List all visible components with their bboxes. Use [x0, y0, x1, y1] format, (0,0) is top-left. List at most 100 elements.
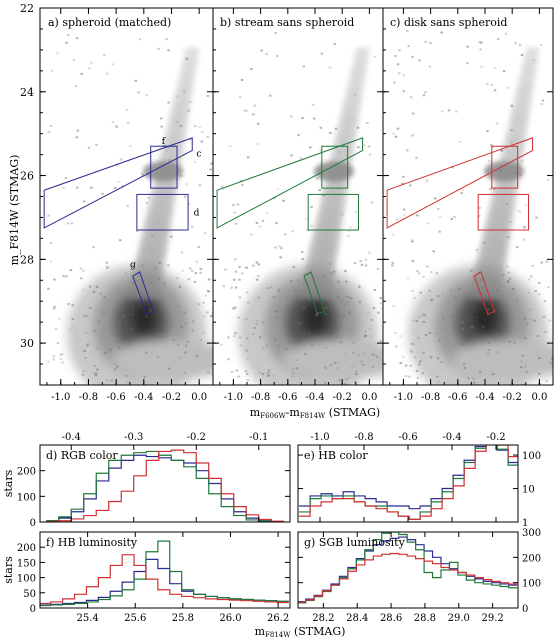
hist-line-f-2: [40, 554, 289, 605]
xtick-label: -0.8: [79, 392, 98, 403]
top-xtick-label: -0.1: [249, 432, 268, 443]
hist-ylabel-f: stars: [2, 556, 15, 584]
ytick-label: 150: [17, 558, 36, 569]
hist-frame-g: [297, 531, 519, 609]
hist-line-g-2: [298, 552, 518, 604]
ytick-label: 200: [17, 467, 36, 478]
cmd-density-b: [213, 8, 383, 385]
xtick-label: -0.4: [305, 392, 324, 403]
sgb-luminosity-box: [473, 271, 496, 315]
box-label-f: f: [162, 137, 166, 147]
hist-line-f-0: [40, 558, 289, 606]
sgb-luminosity-box: [132, 271, 155, 315]
cmd-panel-a: -1.0 -0.8 -0.6 -0.4 -0.2 0.0 22 24 26 28 30 f c d g: [20, 2, 214, 403]
hist-title-d: d) RGB color: [46, 449, 118, 462]
hist-series-d: [46, 449, 284, 522]
box-label-g: g: [130, 261, 136, 271]
hist-ylabel-d: stars: [2, 469, 15, 497]
xtick-label: 29.0: [448, 613, 470, 624]
cmd-xlabel: mF606W-mF814W (STMAG): [250, 406, 380, 420]
hist-frame-f: [39, 531, 291, 609]
rgb-color-box: [477, 193, 530, 231]
hist-series-g: [298, 532, 518, 604]
xtick-label: 28.8: [414, 613, 436, 624]
xtick-label: -1.0: [224, 392, 243, 403]
cmd-density-a: [40, 8, 213, 385]
xtick-label: -1.0: [394, 392, 413, 403]
box-label-d: d: [194, 208, 200, 218]
sgb-luminosity-box: [303, 271, 326, 315]
ytick-label: 1: [522, 518, 528, 529]
hist-line-d-0: [46, 454, 284, 522]
hist-panel-g: g) SGB luminosity 28.2 28.4 28.6 28.8 29.0 29.…: [297, 528, 541, 624]
hist-series-e: [299, 445, 518, 520]
top-xtick-label: -0.2: [187, 432, 206, 443]
cmd-ylabel: m_F814W (STMAG): [8, 155, 21, 266]
top-xtick-label: -0.8: [354, 432, 373, 443]
cmd-boxes-b: [216, 137, 364, 315]
xtick-label: -0.2: [333, 392, 352, 403]
xtick-label: -0.2: [503, 392, 522, 403]
hist-title-e: e) HB color: [304, 449, 368, 462]
xtick-label: 25.6: [124, 613, 146, 624]
hist-line-f-1: [40, 540, 289, 607]
top-xtick-label: -0.2: [486, 432, 505, 443]
ytick-label: 26: [20, 170, 34, 183]
xtick-label: 0.0: [361, 392, 377, 403]
xtick-label: -0.6: [278, 392, 297, 403]
hist-frame-d: [39, 444, 291, 523]
ytick-label: 30: [20, 337, 34, 350]
hist-line-e-2: [299, 445, 518, 520]
xtick-label: -1.0: [51, 392, 70, 403]
ytick-label: 0: [522, 604, 528, 615]
hist-line-d-2: [46, 449, 284, 522]
hb-luminosity-box: [491, 145, 519, 189]
ytick-label: 0: [30, 518, 36, 529]
xtick-label: 28.4: [346, 613, 368, 624]
ytick-label: 100: [17, 574, 36, 585]
cmd-panel-b: -1.0 -0.8 -0.6 -0.4 -0.2 0.0: [212, 7, 384, 403]
xtick-label: 25.8: [172, 613, 194, 624]
hb-luminosity-box: [321, 145, 349, 189]
cmd-boxes-a: [43, 137, 193, 315]
top-xtick-label: -0.4: [442, 432, 461, 443]
ytick-label: 0: [30, 604, 36, 615]
ytick-label: 100: [522, 451, 541, 462]
hist-xlabel: mF814W (STMAG): [255, 625, 346, 639]
ytick-label: 22: [20, 2, 34, 15]
panel-c-title: c) disk sans spheroid: [390, 16, 507, 29]
hist-line-d-1: [46, 450, 284, 522]
xtick-label: 29.2: [481, 613, 503, 624]
hb-luminosity-box: [150, 145, 178, 189]
hist-panel-e: e) HB color -1.0 -0.8 -0.6 -0.4 -0.2 1 10 100: [297, 432, 541, 529]
xtick-label: -0.2: [162, 392, 181, 403]
top-xtick-label: -1.0: [310, 432, 329, 443]
cmd-density-c: [383, 8, 553, 385]
hb-color-box: [386, 137, 534, 229]
xtick-label: 25.4: [76, 613, 98, 624]
hb-color-box: [216, 137, 364, 229]
xtick-label: -0.6: [106, 392, 125, 403]
cmd-boxes-c: [386, 137, 534, 315]
panel-b-title: b) stream sans spheroid: [220, 16, 354, 29]
ytick-label: 28: [20, 253, 34, 266]
xtick-label: 28.2: [312, 613, 334, 624]
xtick-label: 26.0: [219, 613, 241, 624]
hist-title-f: f) HB luminosity: [46, 536, 138, 549]
panel-a-title: a) spheroid (matched): [48, 16, 171, 29]
xtick-label: -0.8: [421, 392, 440, 403]
ytick-label: 300: [522, 528, 541, 539]
xtick-label: -0.4: [475, 392, 494, 403]
xtick-label: 0.0: [531, 392, 547, 403]
ytick-label: 100: [17, 492, 36, 503]
top-xtick-label: -0.4: [62, 432, 81, 443]
hist-panel-f: f) HB luminosity 25.4 25.6 25.8 26.0 26.2 0 50 1…: [2, 531, 291, 624]
ytick-label: 50: [23, 589, 36, 600]
hist-title-g: g) SGB luminosity: [304, 536, 406, 549]
xtick-label: -0.6: [448, 392, 467, 403]
ytick-label: 200: [17, 543, 36, 554]
hb-color-box: [43, 137, 193, 229]
xtick-label: 0.0: [191, 392, 207, 403]
